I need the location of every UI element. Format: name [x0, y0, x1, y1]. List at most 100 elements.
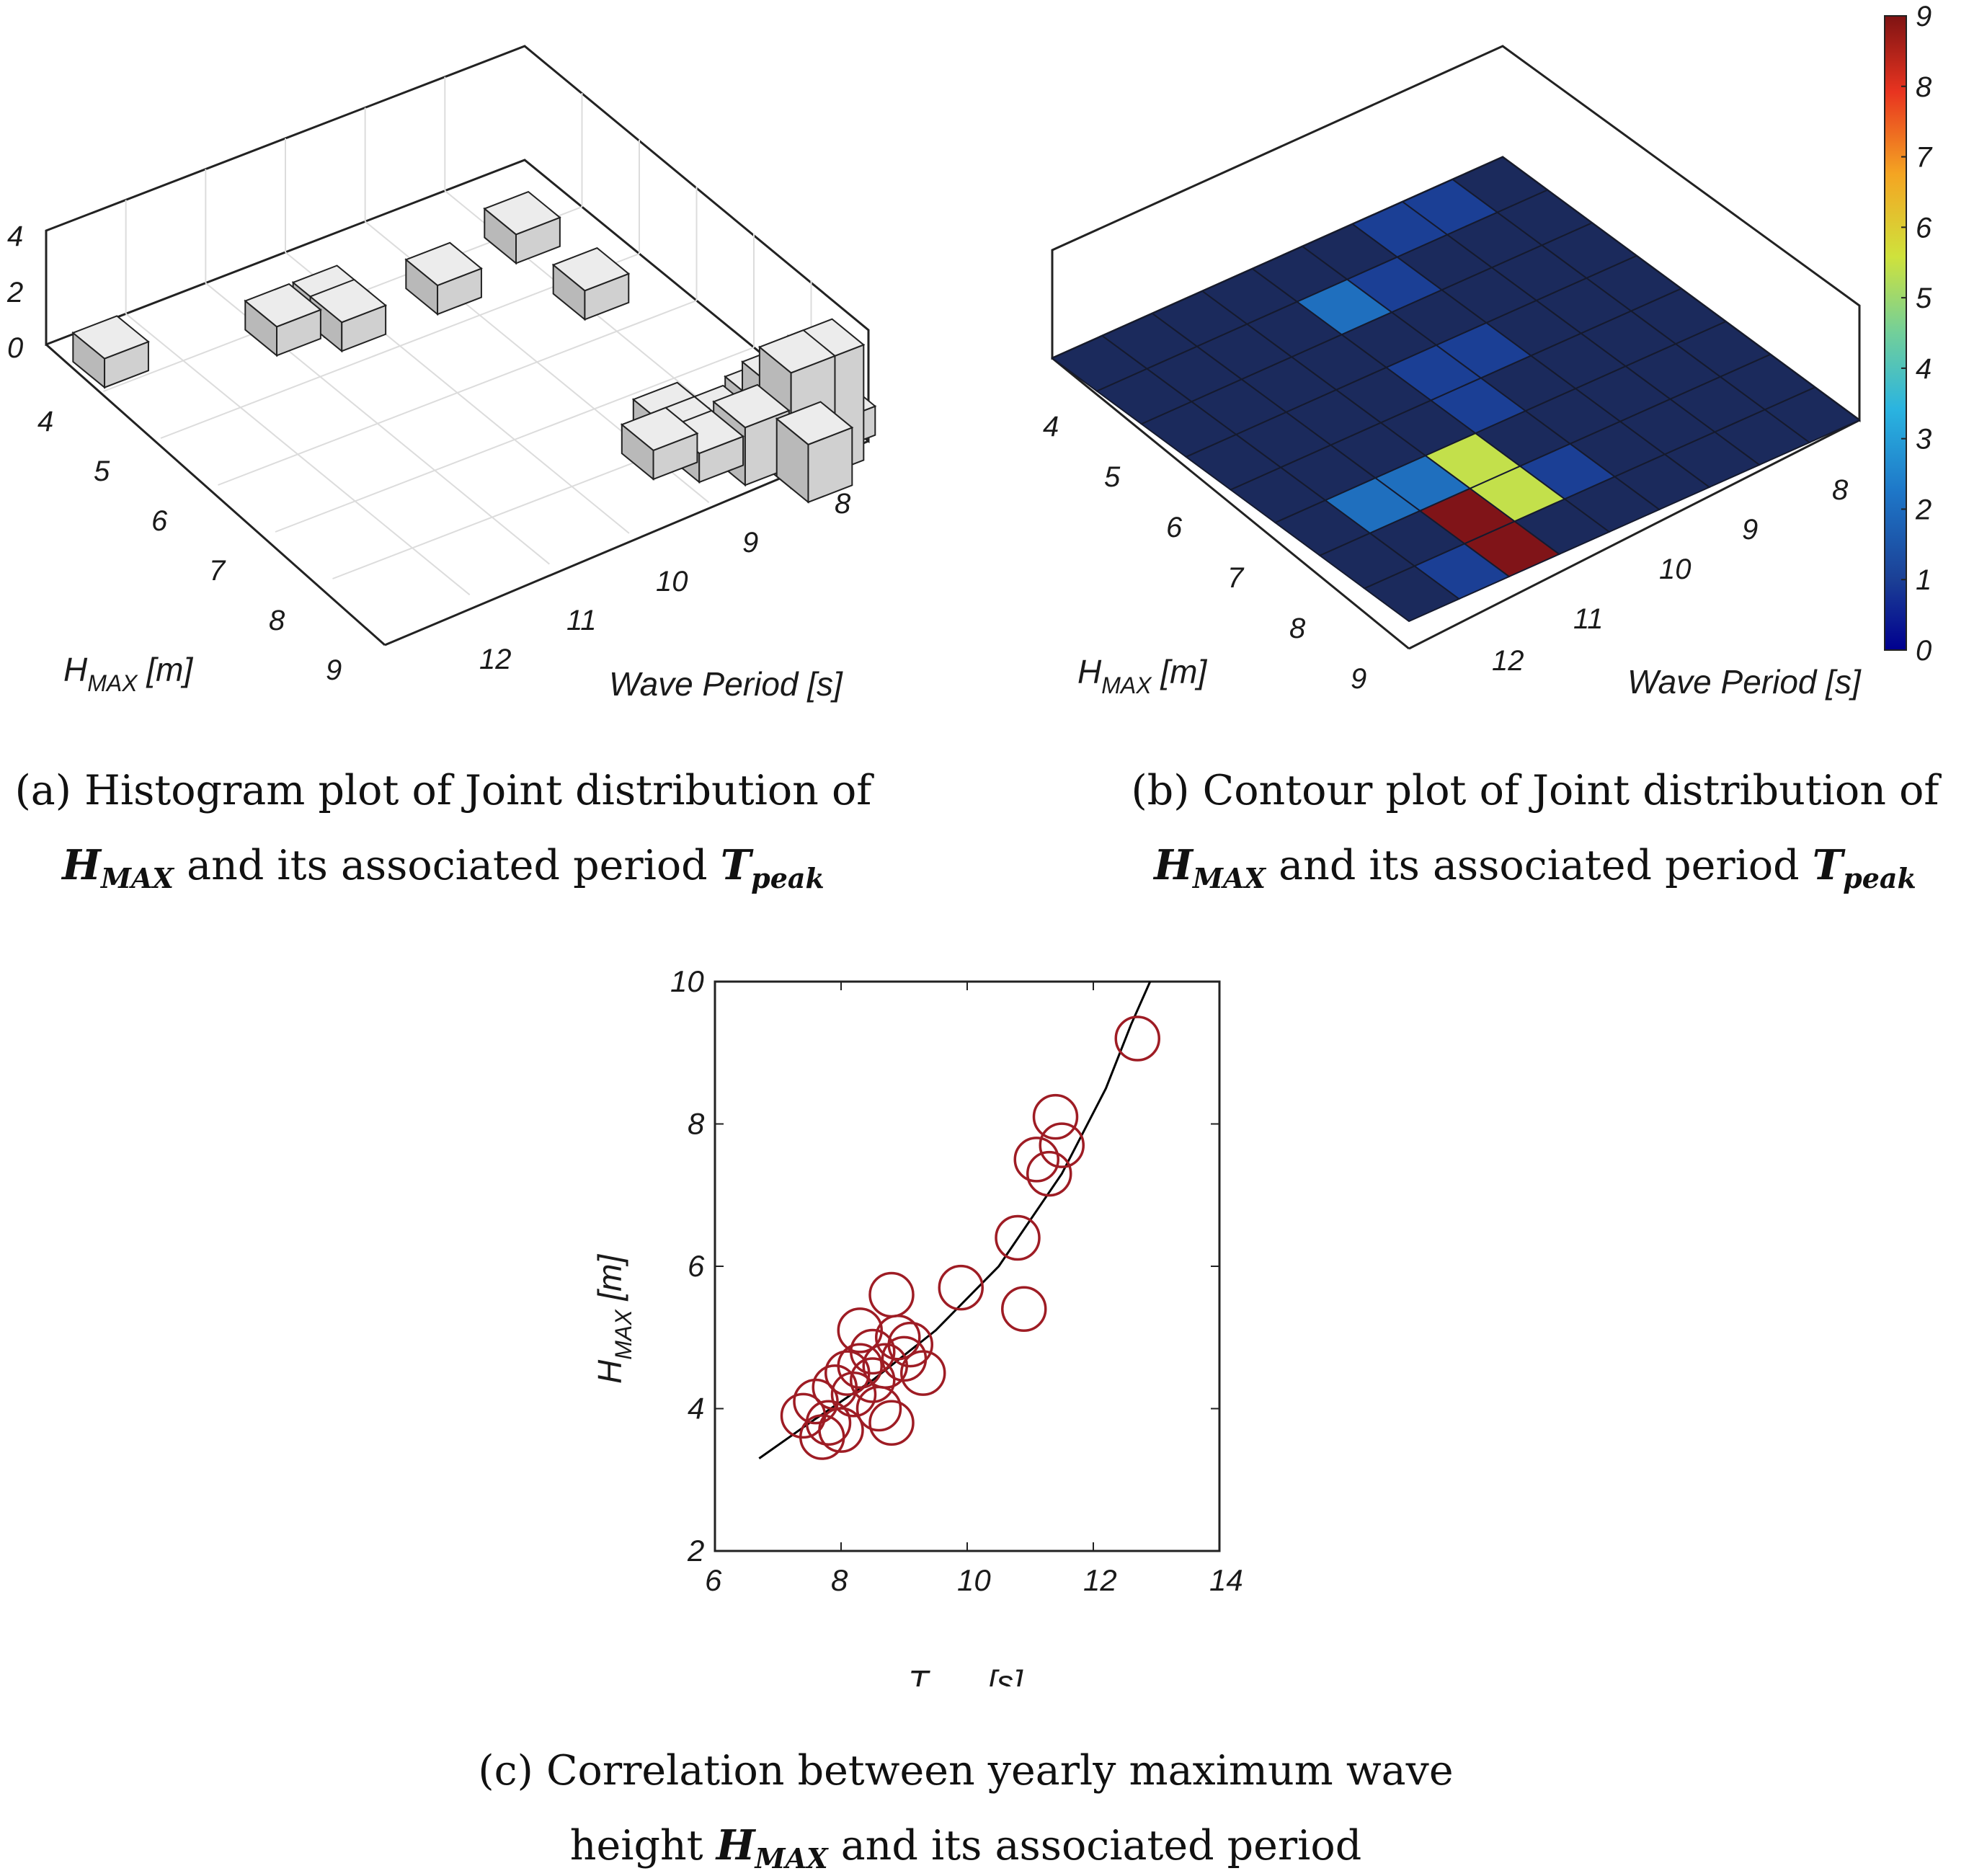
x-tick-label: 14: [1209, 1563, 1243, 1597]
histogram-bar: [775, 401, 854, 504]
t-tick-9: 9: [742, 527, 758, 559]
x-tick-label: 6: [705, 1563, 722, 1597]
caption-a-line1: (a) Histogram plot of Joint distribution…: [14, 767, 872, 814]
scatter-point: [1039, 1122, 1085, 1168]
scatter-point: [837, 1307, 883, 1353]
h-tick-4: 4: [1043, 411, 1059, 443]
scatter-point: [887, 1321, 933, 1368]
scatter-point: [830, 1372, 877, 1418]
scatter-point: [793, 1378, 839, 1425]
caption-a: (a) Histogram plot of Joint distribution…: [0, 753, 886, 916]
panel-b-colorbar: 0 1 2 3 4 5 6 7 8 9: [1884, 1, 1933, 667]
panel-b-t-label: Wave Period [s]: [1627, 663, 1862, 701]
scatter-point: [837, 1343, 883, 1389]
histogram-bar: [483, 190, 561, 265]
scatter-point: [850, 1357, 896, 1403]
colorbar-tick-label: 5: [1916, 283, 1932, 314]
colorbar-tick-label: 7: [1916, 142, 1933, 174]
x-tick-label: 10: [957, 1563, 991, 1597]
t-tick-12: 12: [479, 644, 512, 675]
grid-line: [125, 313, 471, 596]
caption-b-line1: (b) Contour plot of Joint distribution o…: [1131, 767, 1939, 814]
caption-a-line2: HMAX and its associated period Tpeak: [62, 841, 824, 894]
panel-a-z-ticks: 0 2 4: [6, 221, 23, 364]
scatter-point: [868, 1271, 915, 1318]
z-tick-2: 2: [6, 277, 23, 308]
panel-b-h-label: HMAX [m]: [1077, 653, 1207, 698]
histogram-bar: [71, 315, 150, 389]
histogram-bar: [620, 406, 699, 481]
caption-c: (c) Correlation between yearly maximum w…: [461, 1733, 1470, 1876]
histogram-bar: [551, 246, 631, 321]
colorbar-tick-label: 1: [1916, 564, 1932, 596]
panel-a-bars: [71, 190, 877, 504]
t-tick-10: 10: [656, 566, 688, 597]
histogram-bar: [244, 283, 322, 357]
panel-a-h-label: HMAX [m]: [63, 651, 193, 696]
panel-b-cells: [1051, 156, 1861, 623]
colorbar-gradient: [1884, 15, 1907, 651]
y-tick-label: 2: [687, 1534, 704, 1568]
colorbar-tick-label: 3: [1916, 424, 1932, 455]
colorbar-tick-label: 4: [1916, 353, 1932, 385]
t-tick-12: 12: [1492, 645, 1524, 677]
colorbar-ticks: 0 1 2 3 4 5 6 7 8 9: [1901, 1, 1933, 667]
colorbar-tick-label: 8: [1916, 71, 1932, 103]
x-tick-label: 8: [831, 1563, 848, 1597]
panel-a-h-ticks: 4 5 6 7 8 9: [37, 406, 342, 686]
colorbar-tick-label: 9: [1916, 1, 1932, 32]
h-tick-4: 4: [37, 406, 53, 437]
panel-b-heatmap: 4 5 6 7 8 9 8 9 10 11 12 HMAX [m] Wave P…: [1043, 45, 1862, 701]
t-tick-8: 8: [835, 488, 851, 520]
colorbar-tick-label: 6: [1916, 212, 1932, 244]
panel-c-xlabel: Tpeak [s]: [908, 1663, 1023, 1686]
colorbar-tick-label: 0: [1916, 635, 1932, 667]
h-tick-6: 6: [151, 505, 168, 537]
fit-curve: [758, 981, 1152, 1459]
t-tick-9: 9: [1742, 514, 1758, 546]
panel-a-t-ticks: 8 9 10 11 12: [479, 488, 851, 675]
caption-b: (b) Contour plot of Joint distribution o…: [1088, 753, 1982, 916]
scatter-point: [938, 1264, 984, 1311]
scatter-point: [868, 1400, 915, 1446]
h-tick-7: 7: [1227, 562, 1245, 594]
h-tick-5: 5: [94, 455, 110, 487]
caption-b-line2: HMAX and its associated period Tpeak: [1154, 841, 1916, 894]
scatter-point: [1001, 1286, 1047, 1332]
scatter-point: [875, 1315, 921, 1361]
scatter-point: [1032, 1093, 1079, 1140]
caption-c-line1: (c) Correlation between yearly maximum w…: [478, 1747, 1454, 1795]
h-tick-8: 8: [269, 605, 285, 636]
scatter-point: [995, 1214, 1041, 1261]
panel-a-histogram: 0 2 4 4 5 6 7 8 9 8 9 10 11 12 HMAX [m] …: [6, 45, 877, 703]
t-tick-10: 10: [1659, 554, 1692, 585]
h-tick-9: 9: [1351, 663, 1366, 695]
caption-c-line2: height HMAX and its associated period: [569, 1821, 1362, 1875]
z-tick-0: 0: [7, 332, 23, 364]
scatter-point: [1026, 1150, 1072, 1197]
scatter-point: [900, 1350, 946, 1396]
z-tick-4: 4: [7, 221, 23, 252]
panel-b-h-ticks: 4 5 6 7 8 9: [1043, 411, 1366, 695]
y-tick-label: 8: [688, 1107, 705, 1141]
panel-b-t-ticks: 8 9 10 11 12: [1492, 474, 1849, 677]
histogram-bar: [404, 241, 483, 316]
h-tick-5: 5: [1104, 461, 1121, 493]
x-tick-label: 12: [1083, 1563, 1117, 1597]
y-tick-label: 4: [688, 1392, 704, 1426]
scatter-point: [1114, 1015, 1160, 1062]
scatter-point: [818, 1407, 864, 1453]
h-tick-7: 7: [209, 555, 226, 587]
h-tick-8: 8: [1289, 613, 1306, 644]
panel-c-plot: 6 8 10 12 14 2 4 6 8 10: [670, 964, 1243, 1597]
scatter-point: [805, 1400, 852, 1446]
h-tick-9: 9: [326, 654, 342, 686]
panel-c-ylabel: HMAX [m]: [591, 1254, 636, 1384]
panel-a-grid: [103, 76, 812, 596]
panel-c-scatter: 6 8 10 12 14 2 4 6 8 10 Tpeak [s] HMAX [m]: [591, 964, 1243, 1686]
t-tick-8: 8: [1832, 474, 1849, 506]
h-tick-6: 6: [1166, 512, 1183, 543]
y-tick-label: 10: [670, 964, 704, 998]
scatter-point: [855, 1385, 902, 1432]
scatter-point: [850, 1328, 896, 1375]
